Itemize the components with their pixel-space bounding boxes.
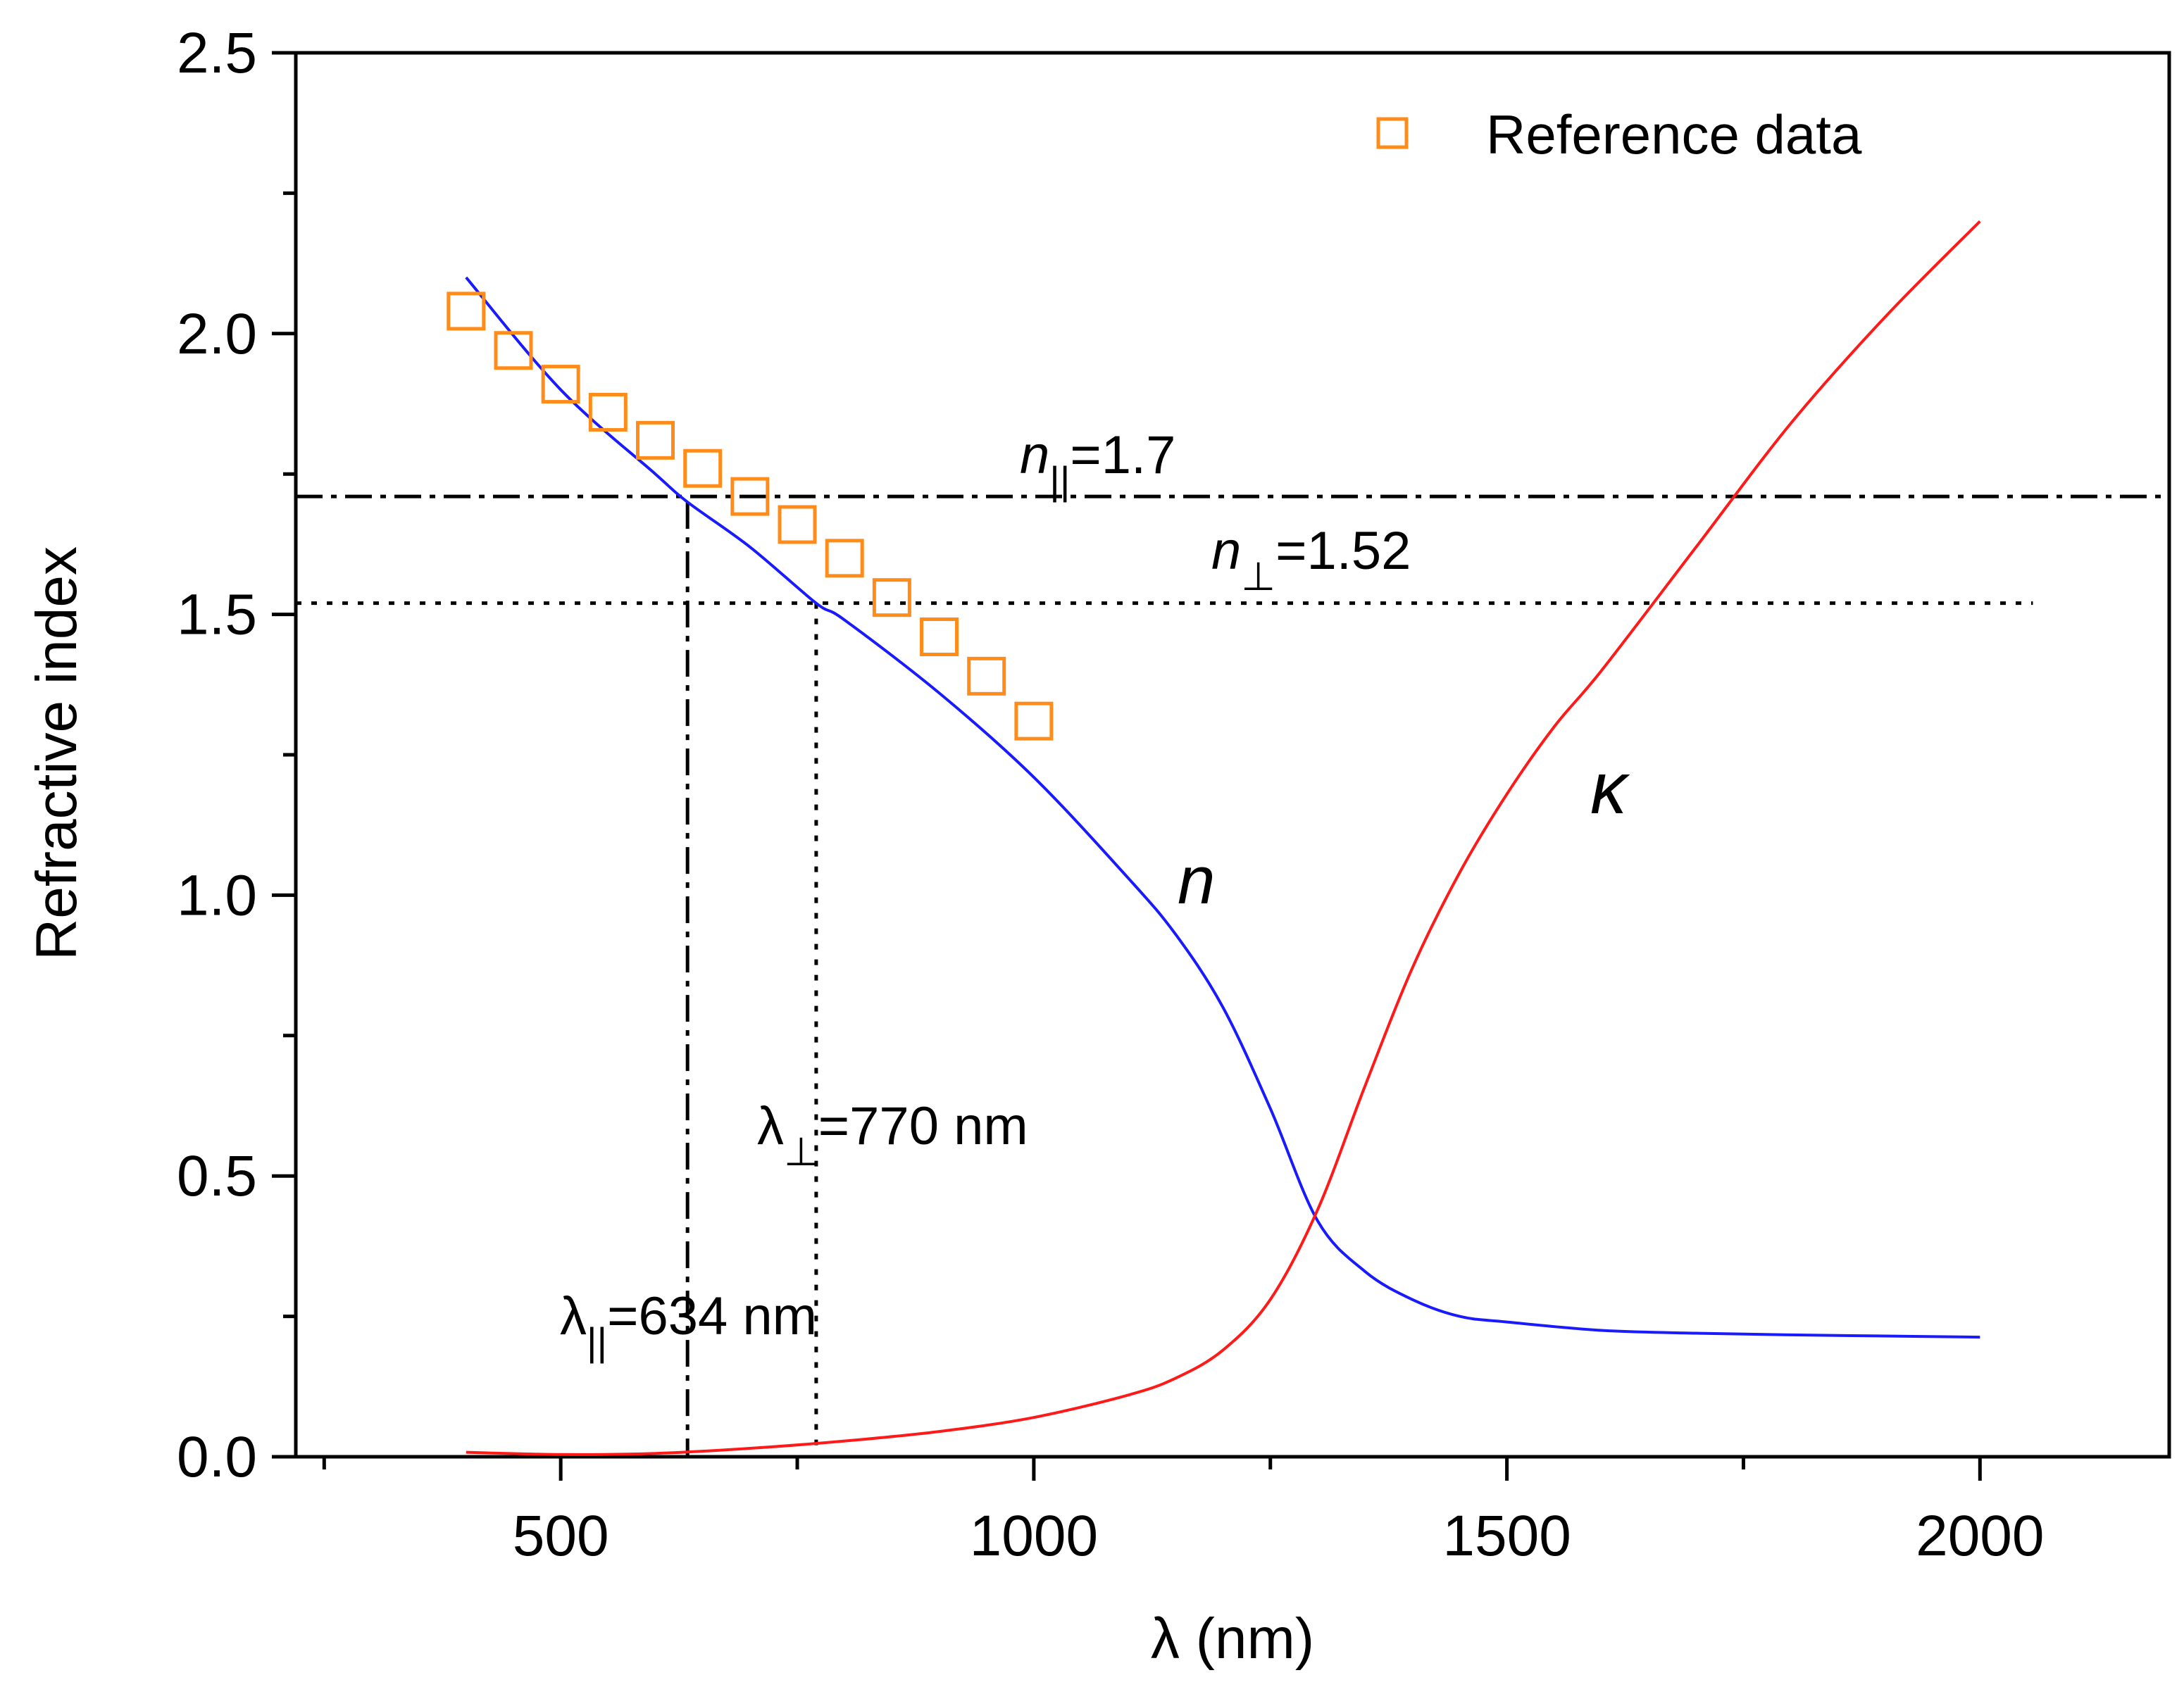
plot-frame	[294, 51, 2171, 1459]
y-tick-label: 0.0	[177, 1425, 257, 1489]
legend: Reference data	[1376, 104, 1862, 165]
n-curve	[465, 276, 1980, 1339]
annotation-lambda-perpendicular: λ⊥=770 nm	[757, 1096, 1028, 1174]
curve-label-n: n	[1178, 843, 1215, 918]
annotation-n-perpendicular: n⊥=1.52	[1211, 521, 1411, 598]
y-tick-labels: 0.0 0.5 1.0 1.5 2.0 2.5	[177, 21, 257, 1489]
x-tick-labels: 500 1000 1500 2000	[513, 1504, 2045, 1568]
x-axis-title: λ (nm)	[1151, 1607, 1314, 1671]
reference-data-point	[825, 539, 864, 578]
reference-data-point	[683, 449, 723, 488]
axis-ticks	[272, 51, 1982, 1481]
kappa-curve	[466, 220, 1981, 1456]
reference-data-point	[967, 656, 1006, 696]
data-curves	[465, 220, 1981, 1456]
plot-area	[294, 51, 2171, 1459]
reference-data-markers	[447, 291, 1054, 741]
y-tick-label: 2.0	[177, 302, 257, 366]
y-tick-label: 2.5	[177, 21, 257, 85]
reference-data-point	[636, 420, 675, 460]
reference-data-point	[541, 365, 580, 404]
annotation-lambda-parallel: λ||=634 nm	[560, 1286, 817, 1364]
reference-data-point	[920, 617, 959, 657]
y-tick-label: 1.0	[177, 863, 257, 927]
y-axis-title: Refractive index	[25, 546, 89, 960]
legend-marker-reference-data	[1376, 117, 1409, 149]
y-tick-label: 0.5	[177, 1144, 257, 1208]
curve-label-kappa: κ	[1590, 748, 1630, 829]
x-tick-label: 1500	[1442, 1504, 1571, 1568]
reference-lines	[296, 494, 2169, 1457]
annotation-n-parallel: n||=1.7	[1020, 425, 1175, 503]
reference-data-point	[872, 578, 911, 617]
x-tick-label: 1000	[970, 1504, 1098, 1568]
reference-data-point	[447, 291, 486, 331]
reference-data-point	[588, 392, 628, 432]
x-tick-label: 2000	[1916, 1504, 2044, 1568]
y-tick-label: 1.5	[177, 583, 257, 647]
legend-label-reference-data: Reference data	[1486, 104, 1862, 165]
reference-data-point	[494, 331, 533, 370]
reference-data-point	[1014, 701, 1054, 741]
reference-data-point	[778, 505, 817, 544]
reference-data-point	[730, 477, 770, 516]
x-tick-label: 500	[513, 1504, 609, 1568]
